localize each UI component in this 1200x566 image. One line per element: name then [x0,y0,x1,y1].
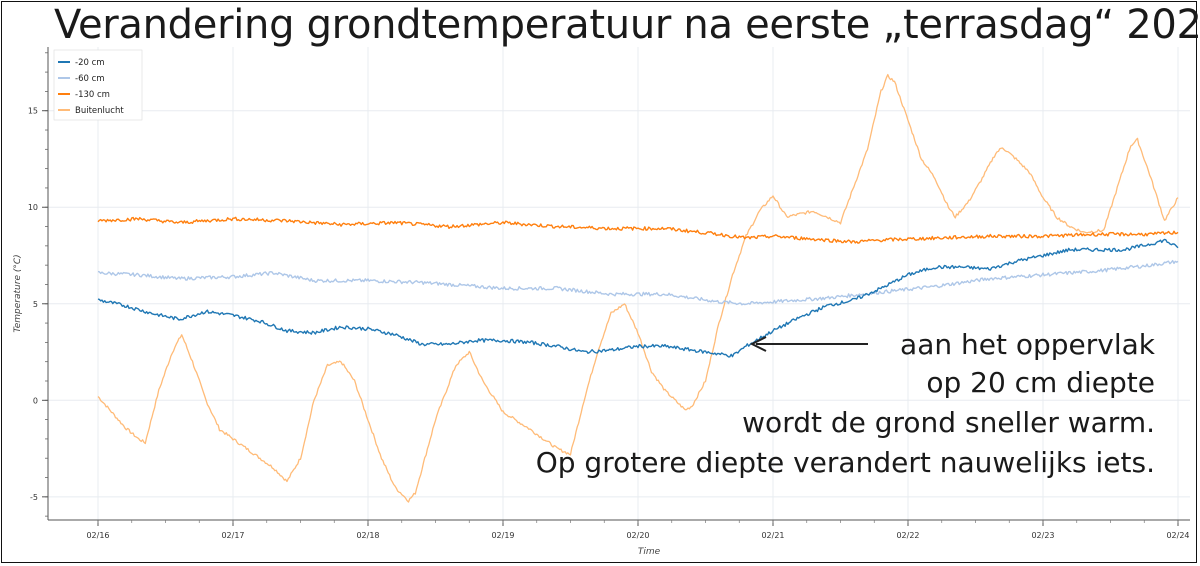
y-axis-label: Temperature (°C) [13,254,23,332]
x-tick-label: 02/21 [761,531,784,540]
annotation-line-1: aan het oppervlak [900,328,1156,361]
x-tick-label: 02/20 [626,531,649,540]
series-line-2 [97,216,1179,244]
annotation-line-4: Op grotere diepte verandert nauwelijks i… [536,446,1155,479]
annotation-line-2: op 20 cm diepte [926,366,1155,399]
legend-label: Buitenlucht [75,106,124,116]
x-tick-label: 02/16 [86,531,109,540]
legend-label: -60 cm [75,74,105,84]
y-tick-label: -5 [30,493,38,502]
y-tick-label: 5 [33,300,38,309]
x-tick-label: 02/22 [896,531,919,540]
y-tick-label: 10 [28,203,38,212]
series-line-0 [97,238,1179,358]
x-tick-label: 02/19 [491,531,514,540]
x-tick-label: 02/18 [356,531,379,540]
x-tick-label: 02/24 [1166,531,1189,540]
x-tick-label: 02/23 [1031,531,1054,540]
series-line-1 [97,259,1179,306]
legend-label: -130 cm [75,90,110,100]
x-tick-label: 02/17 [221,531,244,540]
series-line-3 [97,73,1179,503]
annotation-line-3: wordt de grond sneller warm. [742,406,1155,439]
plot-area: -5 0 5 10 15 02/16 02/17 02/18 02/19 02/20 02/21 02… [13,47,1190,557]
chart-title: Verandering grondtemperatuur na eerste „… [54,2,1200,48]
legend-label: -20 cm [75,58,105,68]
x-axis-label: Time [638,547,661,557]
plot-background [48,47,1190,520]
y-tick-label: 0 [33,396,38,405]
callout-arrow-surface [749,336,868,352]
y-tick-label: 15 [28,107,38,116]
